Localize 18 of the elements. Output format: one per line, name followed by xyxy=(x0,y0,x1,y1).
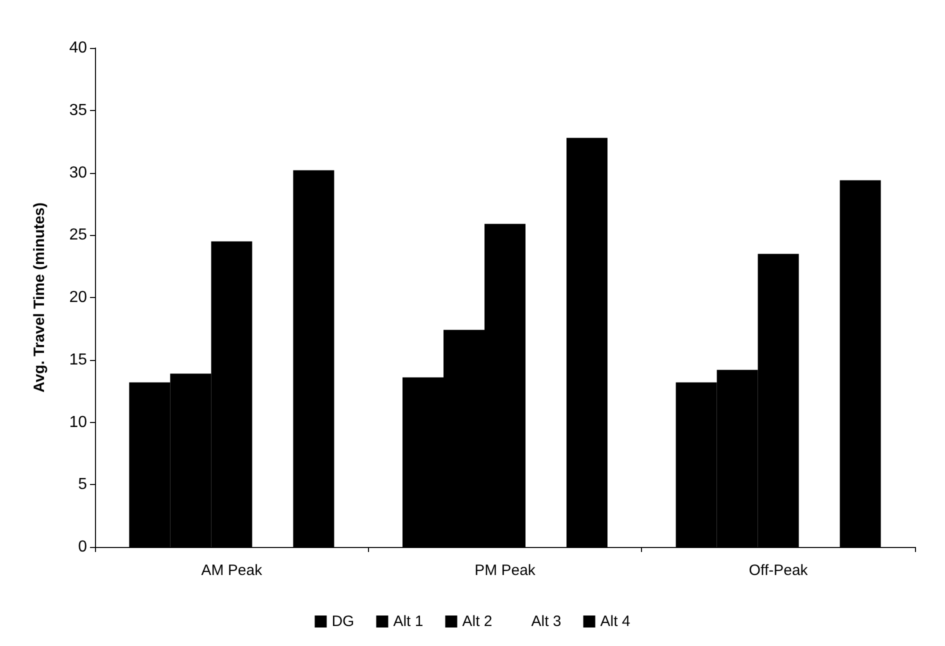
y-tick-label: 40 xyxy=(69,40,88,56)
legend-label: Alt 1 xyxy=(393,613,424,630)
x-tick-label: PM Peak xyxy=(474,562,536,579)
legend-label: Alt 2 xyxy=(462,613,492,630)
y-tick-label: 15 xyxy=(69,351,88,368)
y-tick-label: 20 xyxy=(69,289,88,306)
legend-label: Alt 4 xyxy=(600,613,630,630)
legend-label: DG xyxy=(332,613,354,630)
y-tick-label: 30 xyxy=(69,164,88,182)
y-tick-label: 5 xyxy=(78,476,88,494)
x-tick-label: Off-Peak xyxy=(748,562,808,579)
x-tick-label: AM Peak xyxy=(201,562,263,579)
text: Alt 3 xyxy=(531,613,562,630)
y-axis-title: Avg. Travel Time (minutes) xyxy=(31,202,48,393)
y-tick-label: 35 xyxy=(69,102,88,119)
y-tick-label: 25 xyxy=(69,226,88,244)
y-tick-label: 10 xyxy=(69,414,88,431)
y-tick-label: 0 xyxy=(78,538,88,556)
